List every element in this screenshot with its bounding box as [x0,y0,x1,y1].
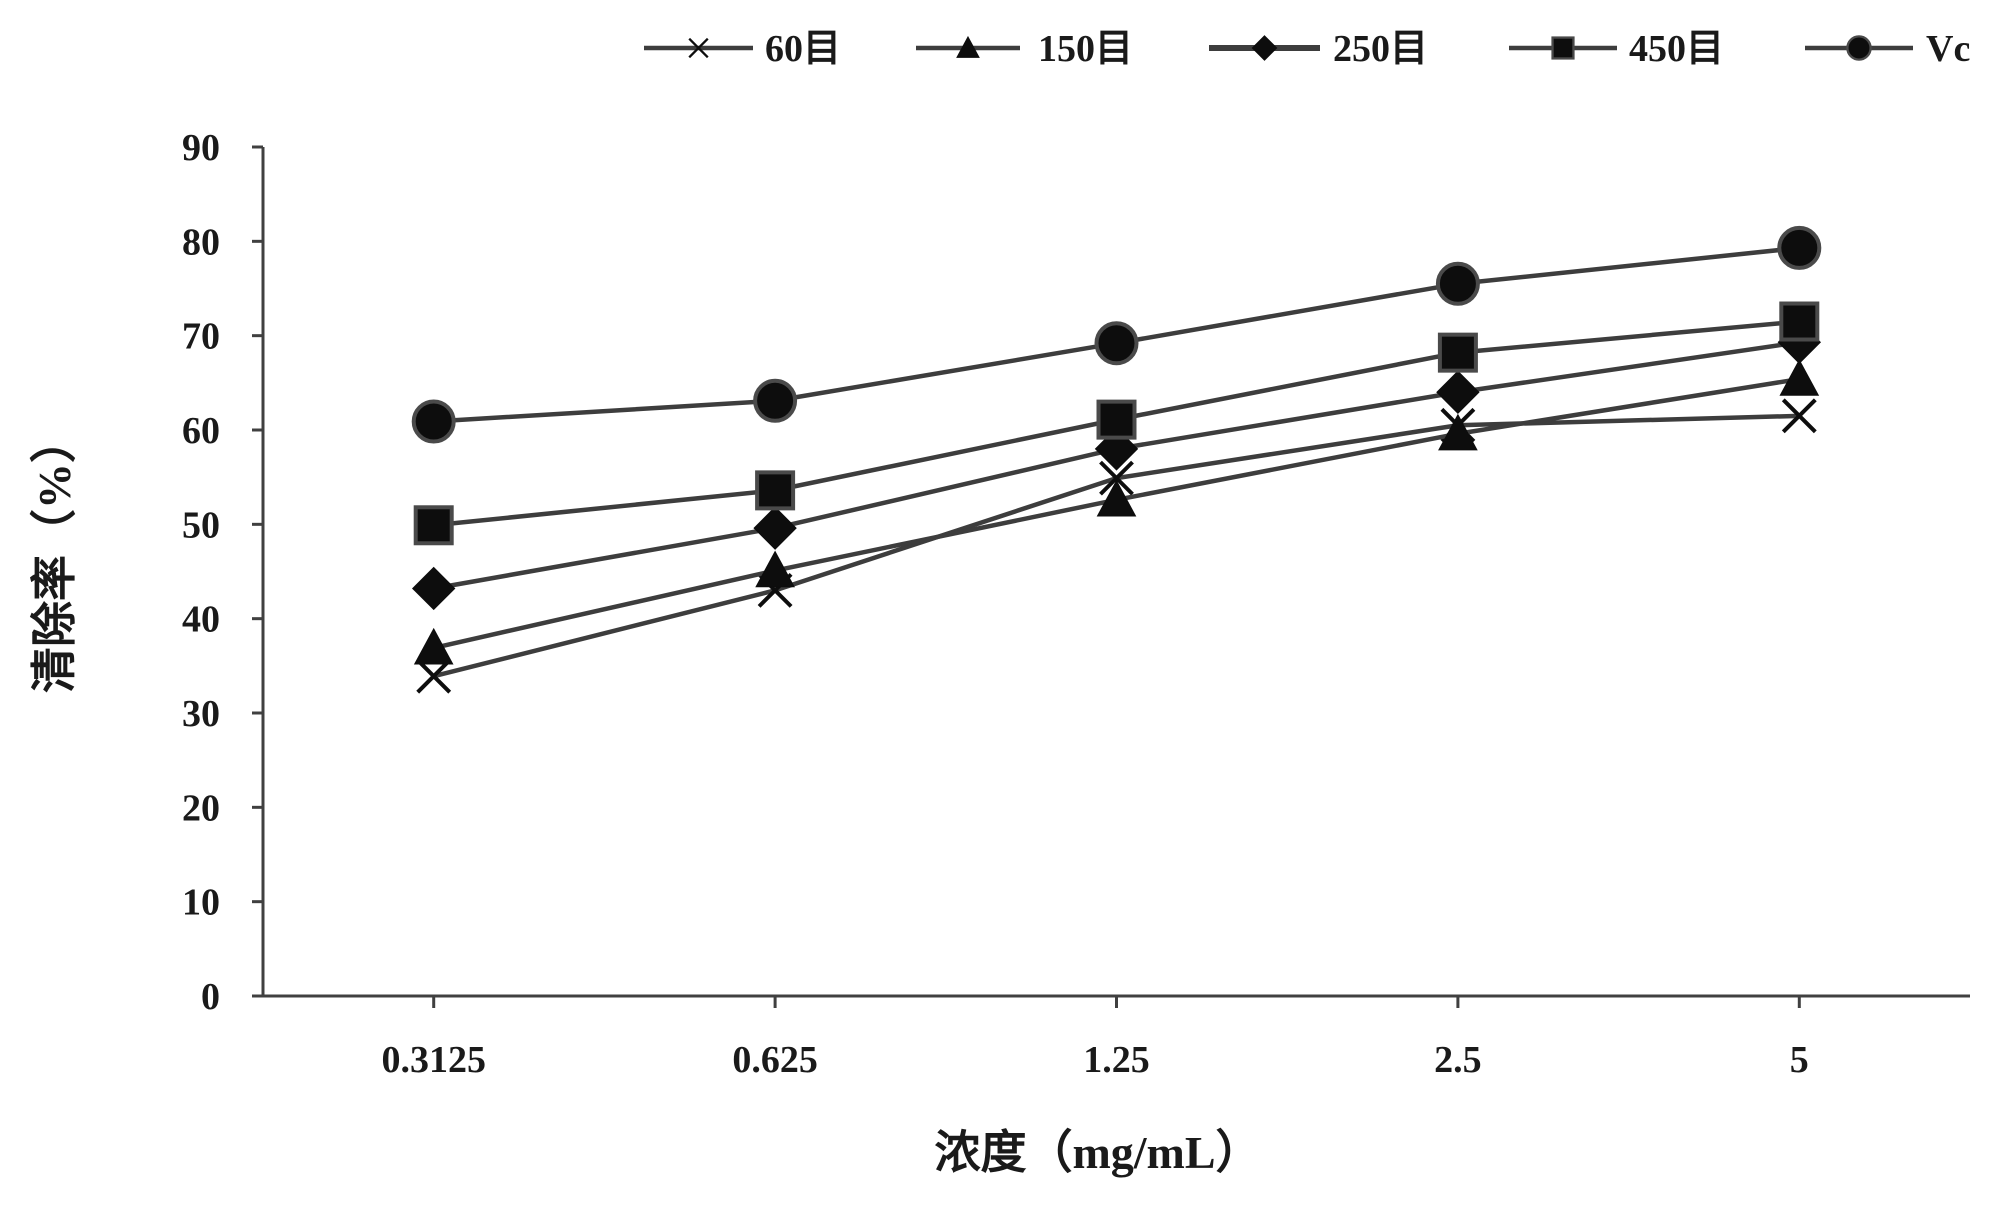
series-450 [413,301,1820,546]
series-60-point-2 [1099,460,1134,496]
series-450-point-2 [1096,399,1137,440]
series-vc-point-0 [411,399,456,444]
diamond-marker-shape [1436,370,1480,414]
legend-entry-150: 150目 [916,28,1133,70]
cross-marker-stroke [416,658,452,694]
y-tick-label: 60 [182,410,220,452]
circle-marker-shape [411,399,456,444]
legend-label-vc: Vc [1926,28,1970,70]
y-axis-title-group: 清除率（%） [29,417,80,693]
square-marker-shape [755,470,796,511]
y-tick-label: 50 [182,504,220,546]
circle-marker-shape [1094,321,1139,366]
x-tick-label: 1.25 [1083,1039,1150,1081]
series-450-point-4 [1779,301,1820,342]
cross-marker-stroke [1781,398,1817,434]
series-60-point-4 [1781,398,1817,434]
series-450-point-1 [755,470,796,511]
triangle-marker-shape [1096,479,1137,517]
legend: 60目 150目 250目 450目 Vc [644,28,1970,70]
y-tick-label: 10 [182,882,220,924]
series-60-point-0 [416,658,452,694]
x-tick-label: 2.5 [1434,1039,1482,1081]
x-tick-label: 0.3125 [381,1039,486,1081]
y-tick-label: 90 [182,127,220,169]
square-marker-shape [1437,332,1478,373]
legend-marker-450 [1551,36,1575,60]
circle-marker-shape [1435,261,1480,306]
triangle-marker-shape [1438,413,1478,451]
cross-marker-stroke [688,37,709,59]
diamond-marker-shape [411,566,456,611]
y-axis-title: 清除率（%） [29,417,80,693]
y-tick-label: 40 [182,599,220,641]
triangle-marker-shape [413,627,454,665]
square-marker-shape [1551,36,1575,60]
y-tick-label: 80 [182,221,220,263]
cross-marker-stroke [1099,460,1134,496]
legend-label-450: 450目 [1629,28,1724,70]
series-150-point-1 [755,550,795,588]
series-group [411,225,1822,694]
legend-label-60: 60目 [765,28,841,70]
square-marker-shape [1779,301,1820,342]
circle-marker-shape [1777,225,1822,270]
legend-entry-vc: Vc [1805,28,1970,70]
legend-entry-450: 450目 [1509,28,1724,70]
legend-marker-vc [1846,35,1872,61]
series-150-point-4 [1779,359,1820,396]
x-tick-label: 0.625 [732,1039,818,1081]
legend-entry-60: 60目 [644,28,841,70]
x-axis-title: 浓度（mg/mL） [934,1127,1261,1178]
y-tick-label: 0 [201,976,220,1018]
circle-marker-shape [753,378,798,423]
series-450-point-0 [413,505,454,546]
axes: 0 10 20 30 40 50 60 70 80 90 0.3125 0.625 1.25 2.5 5 [182,127,1970,1081]
series-vc-point-1 [753,378,798,423]
series-450-point-3 [1437,332,1478,373]
y-tick-label: 20 [182,787,220,829]
diamond-marker-shape [753,506,797,550]
series-vc-point-4 [1777,225,1822,270]
legend-marker-60 [688,37,709,59]
series-250-point-0 [411,566,456,611]
legend-marker-150 [956,35,980,58]
series-vc-point-2 [1094,321,1139,366]
circle-marker-shape [1846,35,1872,61]
series-150-point-2 [1096,479,1137,517]
series-vc-point-3 [1435,261,1480,306]
triangle-marker-shape [755,550,795,588]
legend-entry-250: 250目 [1209,28,1428,70]
series-250-point-3 [1436,370,1480,414]
diamond-marker-shape [1251,35,1278,61]
series-vc [411,225,1822,444]
x-tick-label: 5 [1790,1039,1809,1081]
series-250-point-1 [753,506,797,550]
square-marker-shape [1096,399,1137,440]
triangle-marker-shape [1779,359,1820,396]
legend-marker-250 [1251,35,1278,61]
square-marker-shape [413,505,454,546]
legend-label-150: 150目 [1038,28,1133,70]
y-tick-label: 70 [182,316,220,358]
series-150-point-0 [413,627,454,665]
y-tick-label: 30 [182,693,220,735]
legend-label-250: 250目 [1333,28,1428,70]
series-150 [413,359,1820,665]
triangle-marker-shape [956,35,980,58]
series-150-point-3 [1438,413,1478,451]
